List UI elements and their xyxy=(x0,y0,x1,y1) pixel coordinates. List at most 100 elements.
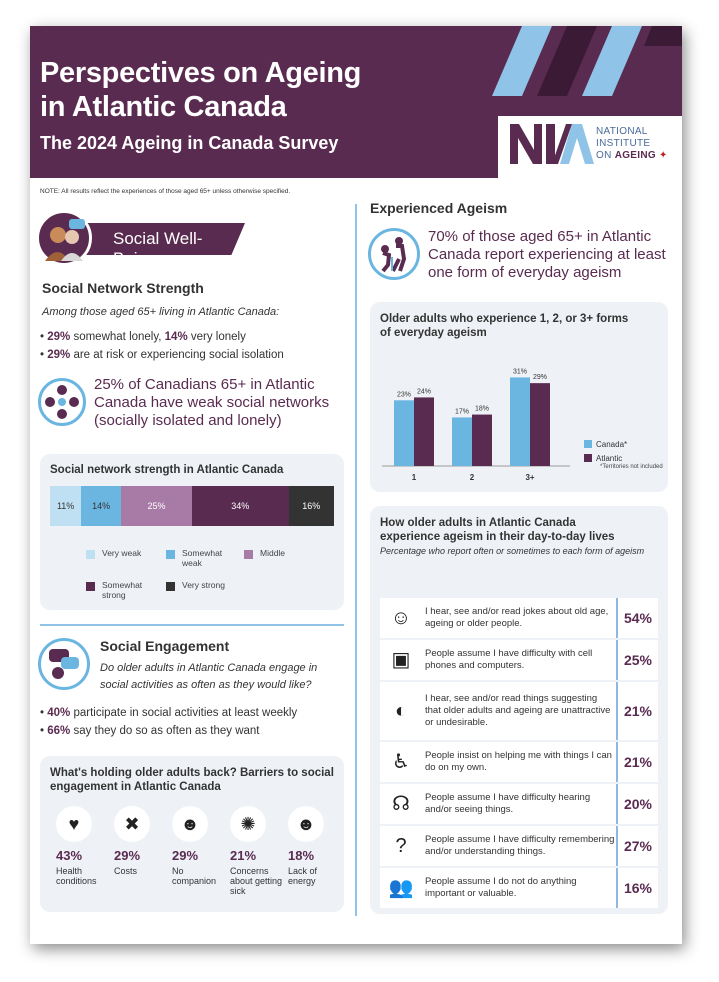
legend-swatch xyxy=(584,454,592,462)
engagement-question: Do older adults in Atlantic Canada engag… xyxy=(100,662,318,691)
bar xyxy=(530,383,550,466)
devices-icon: ▣ xyxy=(391,649,411,671)
weak-network-callout: 25% of Canadians 65+ in Atlantic Canada … xyxy=(94,376,330,429)
ageism-form-row: ◐ I hear, see and/or read things suggesti… xyxy=(380,682,658,742)
ageism-form-row: ☺ I hear, see and/or read jokes about old… xyxy=(380,598,658,640)
barrier-percent: 43% xyxy=(56,848,83,863)
legend-label: Canada* xyxy=(596,440,627,449)
ageism-bar-chart: 23% 24% 1 17% 18% 2 31% 29% 3+ Canada* Atlantic xyxy=(382,368,627,482)
ageism-form-text: People assume I do not do anything impor… xyxy=(425,876,577,899)
ageism-form-row: ? People assume I have difficulty remembe… xyxy=(380,826,658,868)
helping-icon: ♿ xyxy=(392,751,410,773)
stack-segment-label: 25% xyxy=(147,501,166,511)
stack-segment: 11% xyxy=(50,486,82,526)
bar-value-label: 23% xyxy=(397,391,411,398)
bar-value-label: 17% xyxy=(455,408,469,415)
stack-segment: 14% xyxy=(81,486,121,526)
ageism-chart-title: Older adults who experience 1, 2, or 3+ … xyxy=(380,313,629,339)
bar-value-label: 24% xyxy=(417,388,431,395)
bar xyxy=(394,400,414,466)
bar-value-label: 18% xyxy=(475,406,489,413)
barrier-percent: 21% xyxy=(230,848,257,863)
stack-segment: 34% xyxy=(192,486,289,526)
legend-swatch xyxy=(244,550,253,559)
ageism-form-row: ☊ People assume I have difficulty hearing… xyxy=(380,784,658,826)
bullet-isolation: • 29% are at risk or experiencing social… xyxy=(40,349,284,361)
legend-label: Somewhat strong xyxy=(102,580,143,600)
nia-logo-text: NATIONAL INSTITUTE ON AGEING ✦ xyxy=(596,126,668,161)
legend-swatch xyxy=(86,582,95,591)
ageism-form-percent: 25% xyxy=(616,640,658,680)
barrier-percent: 18% xyxy=(288,848,315,863)
barriers-title: What's holding older adults back? Barrie… xyxy=(50,767,334,793)
barrier-label: Concerns about getting sick xyxy=(230,866,283,896)
ageism-form-percent: 20% xyxy=(616,784,658,824)
chart-footnote: *Territories not included xyxy=(600,464,663,470)
engagement-heading: Social Engagement xyxy=(100,638,230,654)
legend-label: Very weak xyxy=(102,548,142,558)
x-tick-label: 1 xyxy=(412,473,417,482)
forms-title: How older adults in Atlantic Canada expe… xyxy=(380,517,615,543)
network-bullets: • 29% somewhat lonely, 14% very lonely •… xyxy=(40,328,284,364)
barrier-label: Costs xyxy=(114,866,138,876)
legend-label: Middle xyxy=(260,548,286,558)
stack-segment-label: 11% xyxy=(56,501,75,511)
hearing-icon: ☊ xyxy=(392,793,410,815)
elderly-walking-icon xyxy=(368,228,420,280)
ageism-form-text: I hear, see and/or read things suggestin… xyxy=(425,693,611,728)
network-cycle-icon xyxy=(38,378,86,426)
bar-value-label: 29% xyxy=(533,374,547,381)
person-icon: ☻ xyxy=(172,806,208,842)
stack-segment: 16% xyxy=(288,486,334,526)
forms-subtitle: Percentage who report often or sometimes… xyxy=(380,546,645,556)
stack-segment: 25% xyxy=(121,486,192,526)
legend-swatch xyxy=(86,550,95,559)
x-tick-label: 2 xyxy=(470,473,475,482)
head-icon: ☻ xyxy=(288,806,324,842)
page-subtitle: The 2024 Ageing in Canada Survey xyxy=(40,133,339,153)
engagement-bullets: • 40% participate in social activities a… xyxy=(40,704,297,740)
ageism-form-row: 👥 People assume I do not do anything impo… xyxy=(380,868,658,910)
header: Perspectives on Ageing in Atlantic Canad… xyxy=(30,26,682,178)
bar-value-label: 31% xyxy=(513,368,527,375)
ageism-form-row: ♿ People insist on helping me with things… xyxy=(380,742,658,784)
bullet-often: • 66% say they do so as often as they wa… xyxy=(40,725,260,737)
barriers-list: ♥ 43% Health conditions ✖ 29% Costs ☻ 29% No com… xyxy=(40,806,344,910)
stacked-bar: 11% 14% 25% 34% 16% xyxy=(50,486,334,526)
nia-logo-mark xyxy=(510,124,594,164)
ageism-form-row: ▣ People assume I have difficulty with ce… xyxy=(380,640,658,682)
ageism-form-text: People assume I have difficulty with cel… xyxy=(425,648,593,671)
ageism-callout: 70% of those aged 65+ in Atlantic Canada… xyxy=(428,228,666,281)
section-divider xyxy=(40,624,344,626)
column-divider xyxy=(355,204,357,916)
stack-segment-label: 14% xyxy=(92,501,111,511)
confused-icon: ? xyxy=(395,835,407,857)
people-icon: 👥 xyxy=(388,877,414,899)
network-chart-title: Social network strength in Atlantic Cana… xyxy=(50,464,284,476)
bar xyxy=(414,397,434,466)
nia-logo: NATIONAL INSTITUTE ON AGEING ✦ xyxy=(498,116,682,178)
network-legend: Very weak Somewhat weak Middle Somewhat str… xyxy=(40,546,344,606)
barrier-percent: 29% xyxy=(114,848,141,863)
ageism-form-percent: 21% xyxy=(616,682,658,740)
ageism-form-text: People insist on helping me with things … xyxy=(425,750,612,773)
ageism-heading: Experienced Ageism xyxy=(370,200,508,216)
heart-warning-icon: ♥ xyxy=(56,806,92,842)
bar xyxy=(472,414,492,466)
legend-swatch xyxy=(584,440,592,448)
barrier-label: Health conditions xyxy=(56,866,97,886)
network-intro: Among those aged 65+ living in Atlantic … xyxy=(42,306,280,318)
network-strength-card: Social network strength in Atlantic Cana… xyxy=(40,454,344,610)
laughing-face-icon: ☺ xyxy=(390,607,412,629)
barrier-label: No companion xyxy=(172,866,217,886)
ageism-form-percent: 27% xyxy=(616,826,658,866)
page-title: Perspectives on Ageing in Atlantic Canad… xyxy=(40,57,362,123)
network-heading: Social Network Strength xyxy=(42,280,204,296)
ageism-form-text: I hear, see and/or read jokes about old … xyxy=(425,606,609,629)
ageism-chart-card: Older adults who experience 1, 2, or 3+ … xyxy=(370,302,668,492)
ageism-form-text: People assume I have difficulty hearing … xyxy=(425,792,591,815)
barrier-percent: 29% xyxy=(172,848,199,863)
mirror-face-icon: ◐ xyxy=(394,700,408,722)
legend-swatch xyxy=(166,550,175,559)
virus-icon: ✺ xyxy=(230,806,266,842)
